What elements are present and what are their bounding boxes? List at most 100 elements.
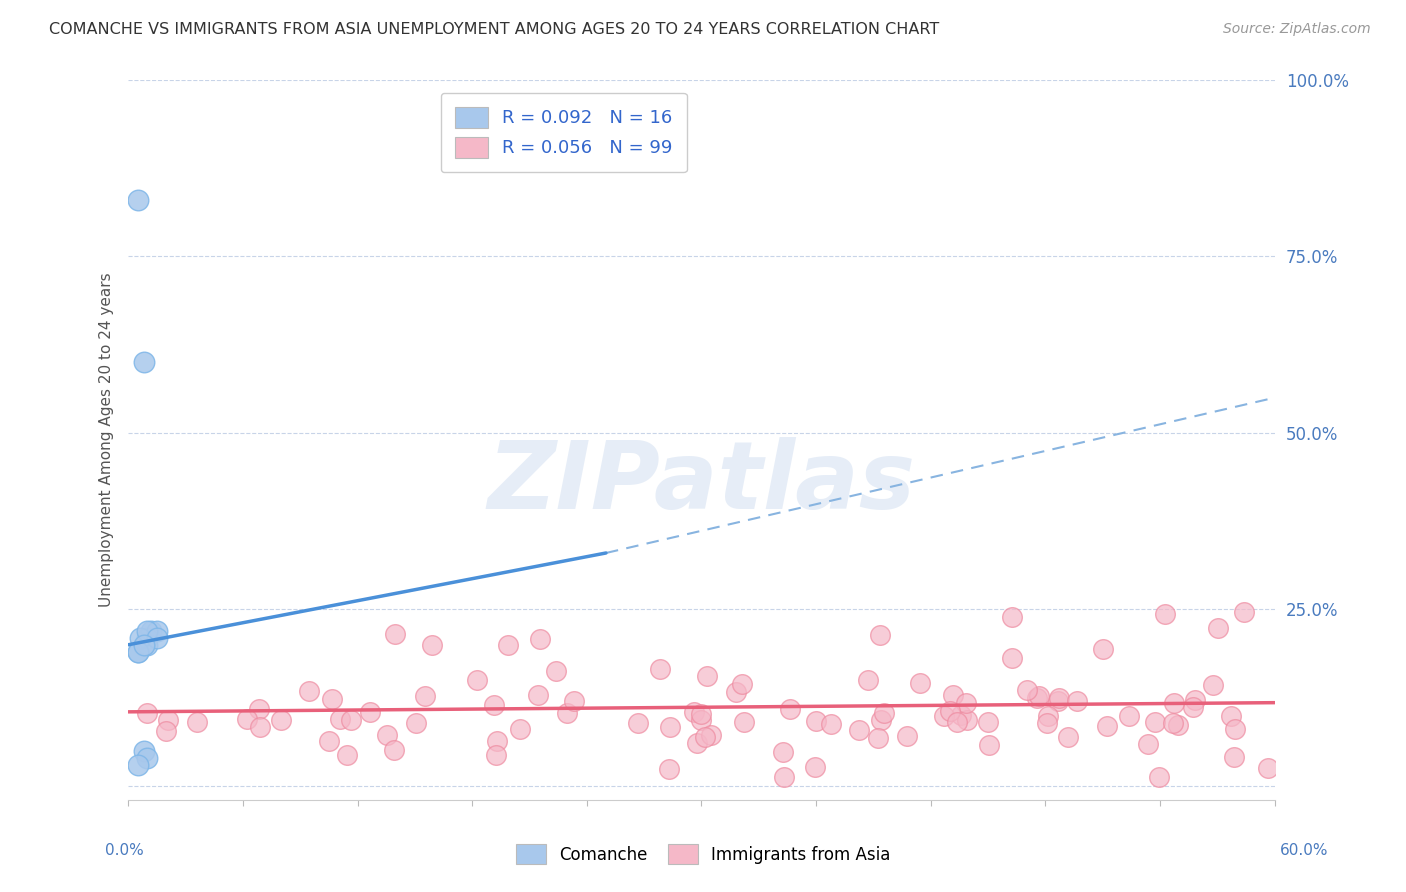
Point	[1154, 607, 1177, 621]
Point	[1118, 708, 1140, 723]
Point	[1147, 770, 1170, 784]
Point	[297, 684, 319, 698]
Point	[413, 690, 436, 704]
Point	[155, 724, 177, 739]
Point	[247, 702, 270, 716]
Point	[186, 714, 208, 729]
Point	[132, 638, 155, 652]
Point	[1028, 690, 1050, 704]
Point	[689, 707, 711, 722]
Point	[340, 713, 363, 727]
Point	[1025, 690, 1047, 705]
Point	[1206, 621, 1229, 635]
Point	[939, 704, 962, 718]
Point	[690, 714, 713, 728]
Point	[321, 692, 343, 706]
Point	[779, 701, 801, 715]
Point	[869, 628, 891, 642]
Point	[128, 631, 150, 645]
Point	[820, 717, 842, 731]
Point	[127, 757, 149, 772]
Point	[683, 705, 706, 719]
Point	[659, 720, 682, 734]
Point	[382, 743, 405, 757]
Legend: R = 0.092   N = 16, R = 0.056   N = 99: R = 0.092 N = 16, R = 0.056 N = 99	[441, 93, 688, 172]
Point	[127, 645, 149, 659]
Point	[804, 714, 827, 729]
Point	[731, 677, 754, 691]
Point	[1091, 642, 1114, 657]
Point	[1015, 683, 1038, 698]
Point	[1144, 715, 1167, 730]
Point	[699, 728, 721, 742]
Point	[562, 693, 585, 707]
Point	[1219, 709, 1241, 723]
Point	[1057, 730, 1080, 744]
Text: ZIPatlas: ZIPatlas	[488, 437, 915, 529]
Point	[977, 714, 1000, 729]
Point	[1036, 716, 1059, 731]
Point	[136, 638, 159, 652]
Point	[1184, 692, 1206, 706]
Point	[132, 638, 155, 652]
Point	[375, 728, 398, 742]
Point	[848, 723, 870, 738]
Point	[949, 707, 972, 722]
Point	[249, 720, 271, 734]
Point	[496, 638, 519, 652]
Y-axis label: Unemployment Among Ages 20 to 24 years: Unemployment Among Ages 20 to 24 years	[100, 273, 114, 607]
Point	[329, 712, 352, 726]
Point	[773, 771, 796, 785]
Point	[869, 713, 891, 727]
Point	[529, 632, 551, 646]
Point	[482, 698, 505, 713]
Point	[1182, 700, 1205, 714]
Point	[467, 673, 489, 687]
Text: COMANCHE VS IMMIGRANTS FROM ASIA UNEMPLOYMENT AMONG AGES 20 TO 24 YEARS CORRELAT: COMANCHE VS IMMIGRANTS FROM ASIA UNEMPLO…	[49, 22, 939, 37]
Point	[146, 624, 169, 638]
Point	[1257, 761, 1279, 775]
Point	[127, 645, 149, 659]
Point	[956, 713, 979, 727]
Point	[132, 744, 155, 758]
Point	[509, 722, 531, 736]
Point	[405, 715, 427, 730]
Point	[1223, 723, 1246, 737]
Point	[896, 730, 918, 744]
Point	[270, 713, 292, 727]
Point	[873, 706, 896, 720]
Point	[627, 716, 650, 731]
Point	[127, 193, 149, 207]
Point	[1167, 718, 1189, 732]
Point	[1233, 605, 1256, 619]
Point	[1163, 696, 1185, 710]
Point	[136, 750, 159, 764]
Point	[1001, 610, 1024, 624]
Point	[136, 706, 159, 721]
Point	[485, 747, 508, 762]
Point	[136, 624, 159, 638]
Point	[544, 664, 567, 678]
Point	[1001, 650, 1024, 665]
Point	[486, 734, 509, 748]
Point	[555, 706, 578, 720]
Point	[725, 685, 748, 699]
Point	[236, 712, 259, 726]
Point	[733, 714, 755, 729]
Point	[866, 731, 889, 745]
Point	[1066, 694, 1088, 708]
Point	[1047, 691, 1070, 706]
Point	[686, 736, 709, 750]
Point	[1136, 737, 1159, 751]
Point	[384, 627, 406, 641]
Point	[979, 738, 1001, 752]
Point	[1201, 678, 1223, 692]
Point	[132, 355, 155, 369]
Point	[420, 638, 443, 652]
Point	[934, 709, 956, 723]
Point	[946, 715, 969, 730]
Point	[1161, 716, 1184, 731]
Point	[908, 675, 931, 690]
Point	[942, 688, 965, 702]
Text: 60.0%: 60.0%	[1281, 843, 1329, 858]
